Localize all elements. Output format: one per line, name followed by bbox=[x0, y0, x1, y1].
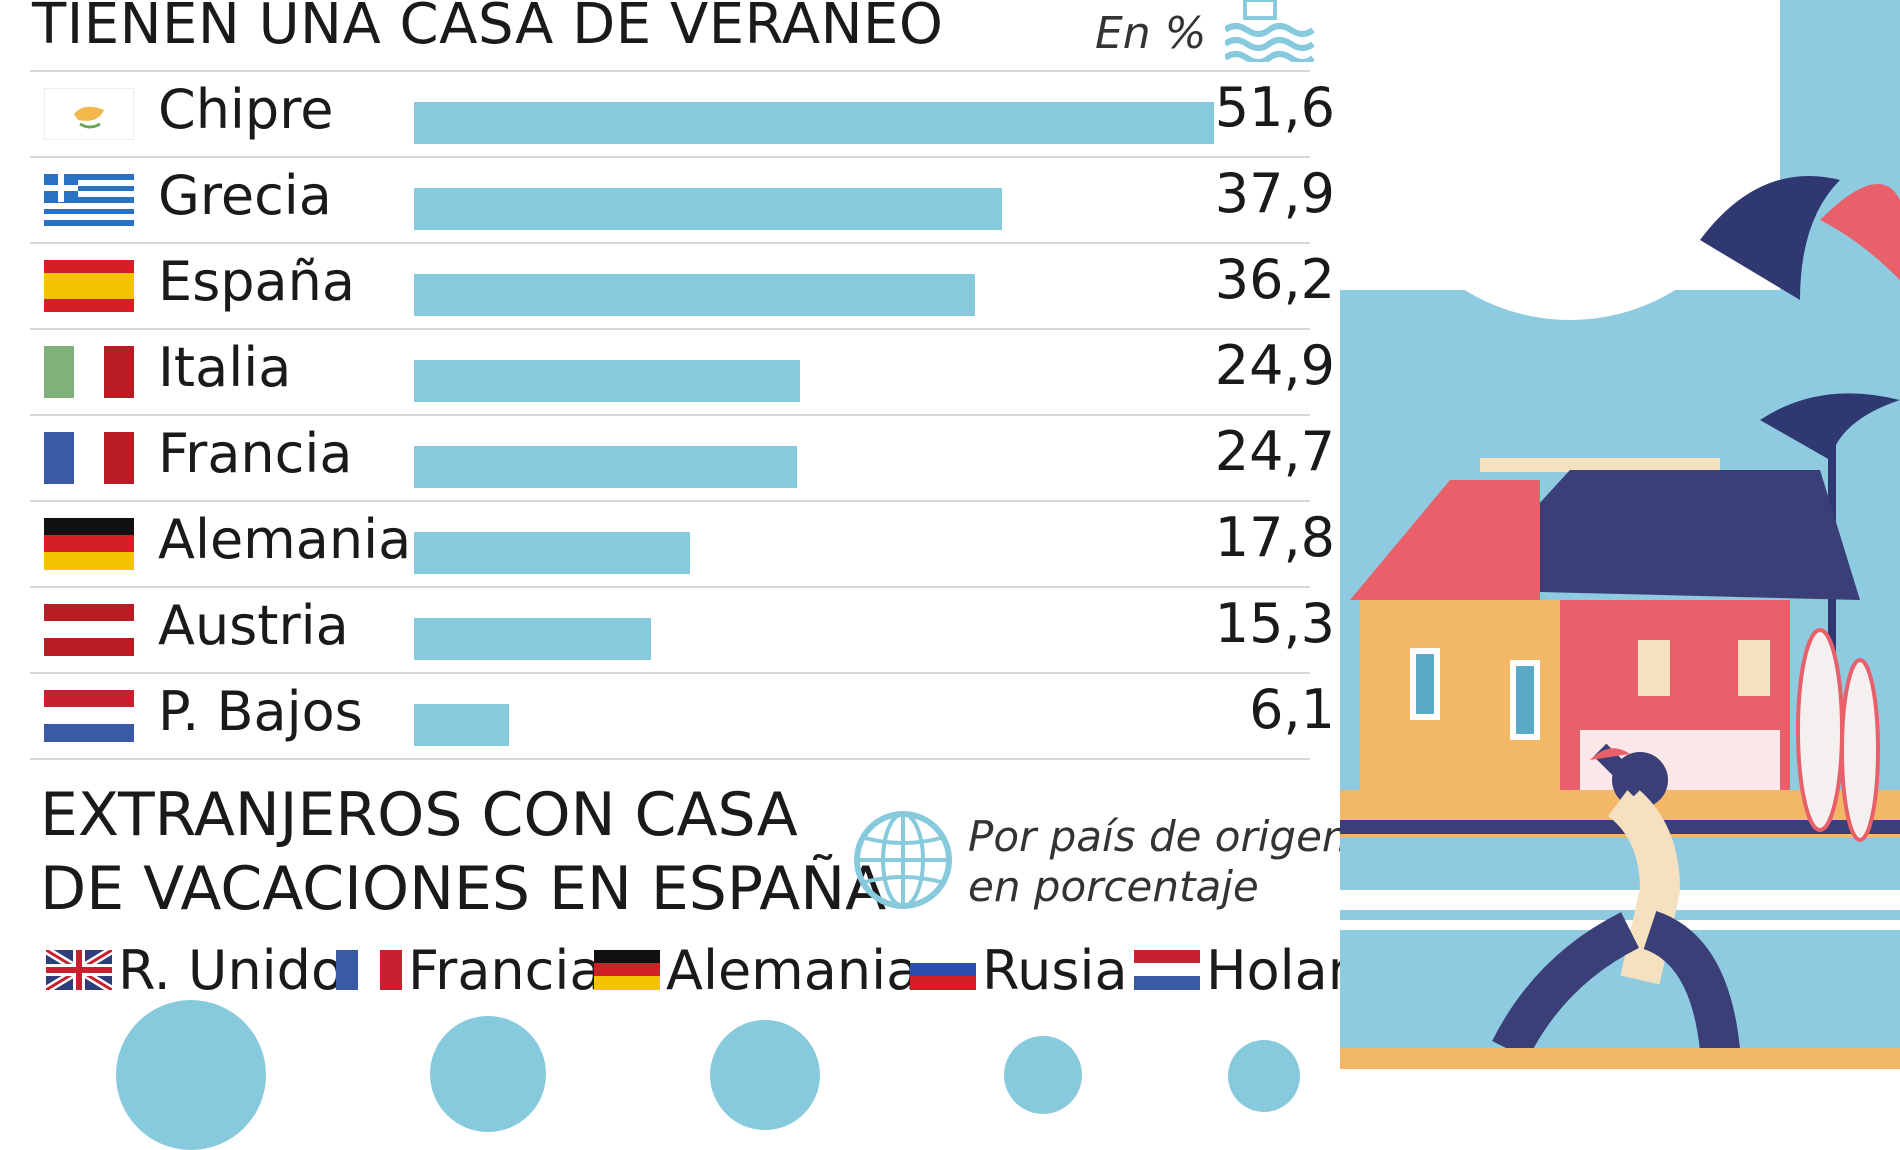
legend-label: R. Unido bbox=[118, 938, 344, 1002]
section2-title: EXTRANJEROS CON CASA DE VACACIONES EN ES… bbox=[40, 778, 886, 926]
bar-austria bbox=[414, 618, 651, 660]
unit-label: En % bbox=[1095, 8, 1207, 59]
legend-item-rusia: Rusia bbox=[910, 938, 1128, 1002]
row-divider bbox=[30, 242, 1310, 244]
france-flag-icon bbox=[336, 950, 402, 990]
value-label: 17,8 bbox=[1214, 506, 1335, 569]
section2-title-line2: DE VACACIONES EN ESPAÑA bbox=[40, 854, 887, 924]
legend-item-francia: Francia bbox=[336, 938, 603, 1002]
section2-subtitle: Por país de origen, en porcentaje bbox=[968, 812, 1362, 912]
category-label: Francia bbox=[158, 422, 353, 485]
beach-icon bbox=[1225, 0, 1315, 62]
row-divider bbox=[30, 156, 1310, 158]
chart-title: TIENEN UNA CASA DE VERANEO bbox=[32, 0, 944, 57]
bar-chipre bbox=[414, 102, 1214, 144]
value-label: 37,9 bbox=[1214, 162, 1335, 225]
bubble-rusia bbox=[1004, 1036, 1082, 1114]
category-label: Italia bbox=[158, 336, 292, 399]
row-divider bbox=[30, 500, 1310, 502]
section2-title-line1: EXTRANJEROS CON CASA bbox=[40, 780, 798, 850]
row-divider bbox=[30, 70, 1310, 72]
legend-item-r-unido: R. Unido bbox=[46, 938, 344, 1002]
greece-flag-icon bbox=[44, 174, 134, 226]
legend-label: Rusia bbox=[982, 938, 1128, 1002]
spain-flag-icon bbox=[44, 260, 134, 312]
value-label: 15,3 bbox=[1214, 592, 1335, 655]
bar-españa bbox=[414, 274, 975, 316]
bar-grecia bbox=[414, 188, 1002, 230]
value-label: 36,2 bbox=[1214, 248, 1335, 311]
value-label: 51,6 bbox=[1214, 76, 1335, 139]
netherlands-flag-icon bbox=[44, 690, 134, 742]
section2-subtitle-line2: en porcentaje bbox=[968, 862, 1259, 911]
bar-francia bbox=[414, 446, 797, 488]
bar-p-bajos bbox=[414, 704, 509, 746]
category-label: Alemania bbox=[158, 508, 412, 571]
section2-subtitle-line1: Por país de origen, bbox=[968, 812, 1362, 861]
bubble-holanda bbox=[1228, 1040, 1300, 1112]
globe-icon bbox=[854, 811, 952, 909]
france-flag-icon bbox=[44, 432, 134, 484]
legend-label: Alemania bbox=[666, 938, 920, 1002]
netherlands-flag-icon bbox=[1134, 950, 1200, 990]
bar-italia bbox=[414, 360, 800, 402]
russia-flag-icon bbox=[910, 950, 976, 990]
bar-alemania bbox=[414, 532, 690, 574]
bubble-alemania bbox=[710, 1020, 820, 1130]
category-label: P. Bajos bbox=[158, 680, 363, 743]
legend-label: Francia bbox=[408, 938, 603, 1002]
row-divider bbox=[30, 414, 1310, 416]
category-label: Grecia bbox=[158, 164, 332, 227]
cyprus-flag-icon bbox=[44, 88, 134, 140]
austria-flag-icon bbox=[44, 604, 134, 656]
bubble-francia bbox=[430, 1016, 546, 1132]
italy-flag-icon bbox=[44, 346, 134, 398]
germany-flag-icon bbox=[44, 518, 134, 570]
germany-flag-icon bbox=[594, 950, 660, 990]
bubble-r-unido bbox=[116, 1000, 266, 1150]
uk-flag-icon bbox=[46, 950, 112, 990]
category-label: Austria bbox=[158, 594, 349, 657]
beach-house-illustration bbox=[1340, 0, 1900, 1069]
row-divider bbox=[30, 758, 1310, 760]
value-label: 24,9 bbox=[1214, 334, 1335, 397]
legend-item-alemania: Alemania bbox=[594, 938, 920, 1002]
value-label: 24,7 bbox=[1214, 420, 1335, 483]
row-divider bbox=[30, 328, 1310, 330]
row-divider bbox=[30, 672, 1310, 674]
category-label: Chipre bbox=[158, 78, 334, 141]
row-divider bbox=[30, 586, 1310, 588]
category-label: España bbox=[158, 250, 355, 313]
value-label: 6,1 bbox=[1249, 678, 1335, 741]
